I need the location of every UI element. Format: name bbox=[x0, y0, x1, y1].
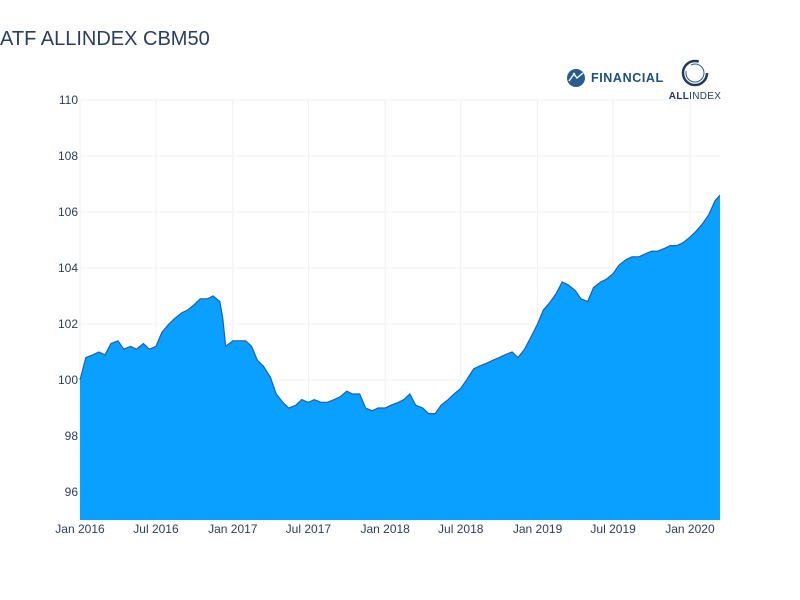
x-tick-label: Jul 2016 bbox=[133, 522, 179, 536]
y-tick-label: 106 bbox=[58, 205, 78, 219]
y-tick-label: 96 bbox=[65, 485, 79, 499]
x-tick-label: Jan 2018 bbox=[360, 522, 410, 536]
x-tick-label: Jan 2017 bbox=[208, 522, 258, 536]
financial-logo: FINANCIAL bbox=[566, 68, 664, 88]
x-tick-label: Jul 2019 bbox=[590, 522, 636, 536]
y-tick-label: 108 bbox=[58, 149, 78, 163]
y-tick-label: 100 bbox=[58, 373, 78, 387]
x-tick-label: Jul 2017 bbox=[286, 522, 332, 536]
y-tick-label: 110 bbox=[59, 93, 78, 107]
x-axis: Jan 2016 Jul 2016 Jan 2017 Jul 2017 Jan 2018… bbox=[55, 522, 715, 536]
series-line bbox=[79, 194, 721, 415]
allindex-logo-text-bold: ALL bbox=[668, 91, 690, 102]
allindex-logo: ALLINDEX bbox=[668, 58, 722, 102]
y-axis: 96 98 100 102 104 106 108 110 bbox=[58, 93, 78, 499]
allindex-logo-text: ALLINDEX bbox=[668, 91, 722, 102]
financial-logo-icon bbox=[567, 69, 585, 87]
y-tick-label: 98 bbox=[65, 429, 79, 443]
y-tick-label: 104 bbox=[58, 261, 78, 275]
x-tick-label: Jan 2020 bbox=[665, 522, 715, 536]
x-tick-label: Jan 2016 bbox=[55, 522, 105, 536]
series-layer bbox=[79, 194, 721, 520]
x-tick-label: Jul 2018 bbox=[438, 522, 484, 536]
allindex-logo-text-rest: INDEX bbox=[689, 91, 722, 102]
y-tick-label: 102 bbox=[58, 317, 78, 331]
financial-logo-text: FINANCIAL bbox=[591, 71, 664, 85]
x-tick-label: Jan 2019 bbox=[513, 522, 563, 536]
chart-title: ATF ALLINDEX CBM50 bbox=[0, 28, 210, 50]
series-area-fill bbox=[80, 195, 720, 520]
allindex-ring-icon bbox=[681, 59, 709, 87]
